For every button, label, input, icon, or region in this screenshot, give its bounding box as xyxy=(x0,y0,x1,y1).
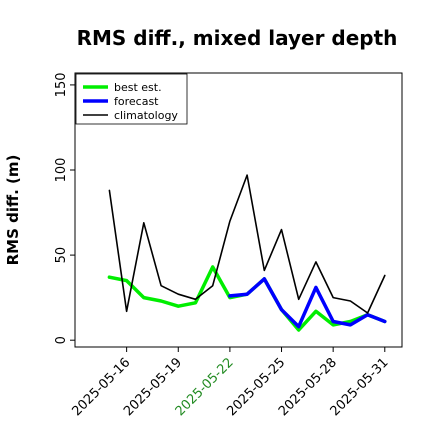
chart-title: RMS diff., mixed layer depth xyxy=(77,26,398,50)
y-tick-label: 100 xyxy=(54,158,69,183)
y-tick-label: 50 xyxy=(54,247,69,264)
legend-label: forecast xyxy=(114,95,159,108)
y-axis-label: RMS diff. (m) xyxy=(4,155,22,266)
legend-label: climatology xyxy=(114,109,178,122)
plot-frame xyxy=(74,72,403,348)
x-axis: 2025-05-162025-05-192025-05-222025-05-25… xyxy=(69,347,392,419)
y-tick-label: 0 xyxy=(54,336,69,344)
legend-label: best est. xyxy=(114,81,162,94)
series-line-0 xyxy=(107,265,387,332)
series-line-2 xyxy=(108,174,386,314)
series-line-1 xyxy=(228,277,387,329)
y-axis: 0 50 100 150 xyxy=(54,72,75,344)
series-lines xyxy=(107,174,387,332)
y-tick-label: 150 xyxy=(54,72,69,97)
